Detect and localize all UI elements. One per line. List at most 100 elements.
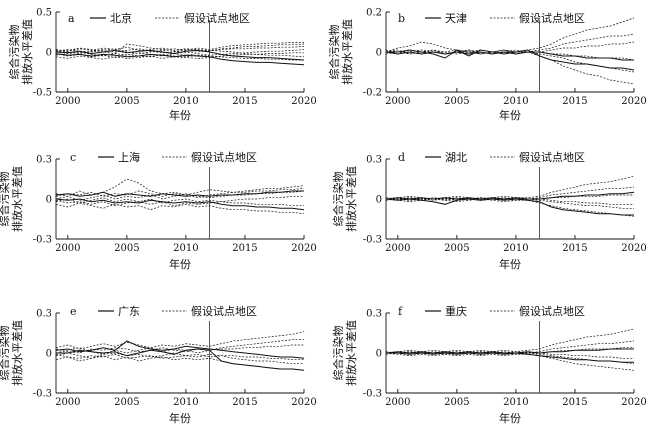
panel-b-legend-solid-label: 天津	[445, 12, 467, 25]
panel-e-ylabel-line2: 排放水平差值	[10, 320, 24, 386]
panel-a-legend-solid-label: 北京	[110, 11, 132, 25]
panel-a-ytick-label: -0.5	[33, 88, 52, 99]
panel-e-series-6	[55, 344, 304, 354]
panel-c-ytick-label: 0	[46, 195, 52, 206]
panel-f-xtick-label: 2005	[444, 397, 469, 408]
panel-c-series-6	[55, 187, 305, 199]
panel-e-series-5	[55, 352, 304, 365]
panel-d-series-4	[385, 186, 635, 200]
panel-c-series-0	[55, 198, 305, 211]
panel-a-series-8	[55, 52, 304, 60]
panel-e-series-2	[55, 331, 305, 350]
panel-c-ytick-label: -0.3	[33, 235, 52, 246]
panel-e-xtick-label: 2010	[173, 397, 198, 408]
panel-b-series-4	[385, 33, 635, 53]
panel-b-ytick-label: -0.2	[363, 88, 382, 99]
panel-b-legend-dashed-label: 假设试点地区	[519, 11, 585, 25]
panel-f: 综合污染物 排放水平差值 年份 f 重庆 假设试点地区 0.3 0 -0.32000…	[331, 304, 647, 425]
panel-b-series-7	[386, 51, 635, 61]
panel-e: 综合污染物 排放水平差值 年份 e 广东 假设试点地区 0.3 0 -0.32000…	[0, 304, 317, 425]
panel-e-series-1	[55, 340, 305, 359]
panel-b-letter: b	[398, 12, 405, 25]
panel-f-series-0	[386, 352, 634, 363]
panel-c-xlabel: 年份	[169, 257, 191, 271]
panel-a-xtick-label: 2000	[55, 96, 80, 107]
panel-c-letter: c	[70, 151, 76, 164]
panel-a-xtick-label: 2005	[114, 96, 139, 107]
panel-e-letter: e	[70, 305, 77, 318]
panel-f-series-4	[385, 340, 635, 354]
panel-a-series-7	[55, 46, 305, 52]
panel-e-xtick-label: 2000	[55, 397, 80, 408]
panel-a-legend-dashed-label: 假设试点地区	[184, 11, 250, 25]
panel-f-legend-dashed-label: 假设试点地区	[519, 304, 585, 318]
panel-d-legend-solid-label: 湖北	[445, 151, 467, 164]
panel-f-xtick-label: 2015	[562, 397, 587, 408]
panel-b-series-3	[385, 49, 635, 85]
panel-f-legend-solid-label: 重庆	[445, 304, 467, 318]
panel-b-series-1	[385, 51, 634, 61]
panel-d-ytick-label: 0.3	[366, 155, 382, 166]
panel-f-series-2	[385, 328, 635, 354]
panel-b-ylabel-line2: 排放水平差值	[340, 19, 354, 85]
panel-f-ytick-label: 0.3	[366, 309, 382, 320]
panel-c-xtick-label: 2015	[232, 243, 257, 254]
panel-b-series-2	[385, 17, 635, 55]
panel-c-series-5	[55, 197, 304, 207]
panel-e-legend-solid-label: 广东	[118, 305, 140, 318]
panel-c-ylabel-line2: 排放水平差值	[10, 166, 24, 232]
panel-d-ylabel-line2: 排放水平差值	[344, 166, 358, 232]
panel-a-xtick-label: 2020	[291, 96, 316, 107]
panel-c-ytick-label: 0.3	[36, 155, 52, 166]
panel-b-xtick-label: 2020	[621, 96, 646, 107]
panel-f-ytick-label: -0.3	[363, 389, 382, 400]
panel-b-ylabel-line1: 综合污染物	[327, 25, 341, 80]
panel-d-xlabel: 年份	[499, 257, 521, 271]
panel-d-series-1	[385, 191, 635, 200]
panel-a-series-0	[55, 53, 305, 66]
panel-b-ytick-label: 0	[376, 48, 382, 59]
panel-a-ytick-label: 0	[46, 48, 52, 59]
panel-f-xlabel: 年份	[499, 411, 521, 425]
panel-a-ytick-label: 0.5	[36, 8, 52, 19]
panel-d-xtick-label: 2005	[444, 243, 469, 254]
panel-d-ylabel-line1: 综合污染物	[331, 172, 345, 227]
panel-a-letter: a	[68, 12, 75, 25]
panel-f-series-6	[386, 347, 634, 354]
panel-b-xlabel: 年份	[499, 108, 521, 122]
panel-e-xtick-label: 2020	[291, 397, 316, 408]
panel-e-legend-dashed-label: 假设试点地区	[191, 304, 257, 318]
panel-d-series-2	[385, 175, 635, 200]
panel-a-series-5	[55, 48, 305, 58]
panel-d-series-0	[385, 198, 634, 216]
panel-c-series-7	[55, 195, 304, 207]
panel-e-xtick-label: 2015	[232, 397, 257, 408]
panel-f-ylabel-line1: 综合污染物	[331, 326, 345, 381]
panel-f-series-1	[385, 348, 634, 354]
panel-d-ytick-label: 0	[376, 195, 382, 206]
panel-b-ytick-label: 0.2	[366, 8, 382, 19]
panel-a-ylabel: 综合污染物 排放水平差值	[7, 19, 34, 85]
panel-c-legend-solid-label: 上海	[118, 150, 140, 164]
panel-b-xtick-label: 2015	[562, 96, 587, 107]
panel-d-series-6	[386, 194, 634, 200]
panel-d-xtick-label: 2015	[562, 243, 587, 254]
panel-f-xtick-label: 2020	[621, 397, 646, 408]
panel-e-series-3	[55, 355, 305, 371]
panel-a-ylabel-line2: 排放水平差值	[20, 19, 34, 85]
panel-c-ylabel-line1: 综合污染物	[0, 172, 11, 227]
panel-e-series-4	[55, 339, 304, 355]
panel-f-xtick-label: 2000	[385, 397, 410, 408]
panel-a-series-6	[55, 53, 304, 61]
panel-f-ytick-label: 0	[376, 349, 382, 360]
panel-f-series-5	[385, 352, 635, 365]
panel-e-ytick-label: -0.3	[33, 389, 52, 400]
panel-e-ylabel-line1: 综合污染物	[0, 326, 11, 381]
panel-d-letter: d	[398, 151, 405, 164]
panel-e-ytick-label: 0.3	[36, 309, 52, 320]
panel-a-ylabel-line1: 综合污染物	[7, 25, 21, 80]
panel-c-xtick-label: 2000	[55, 243, 80, 254]
panel-d-xtick-label: 2010	[503, 243, 528, 254]
panel-b-series-6	[385, 41, 635, 55]
